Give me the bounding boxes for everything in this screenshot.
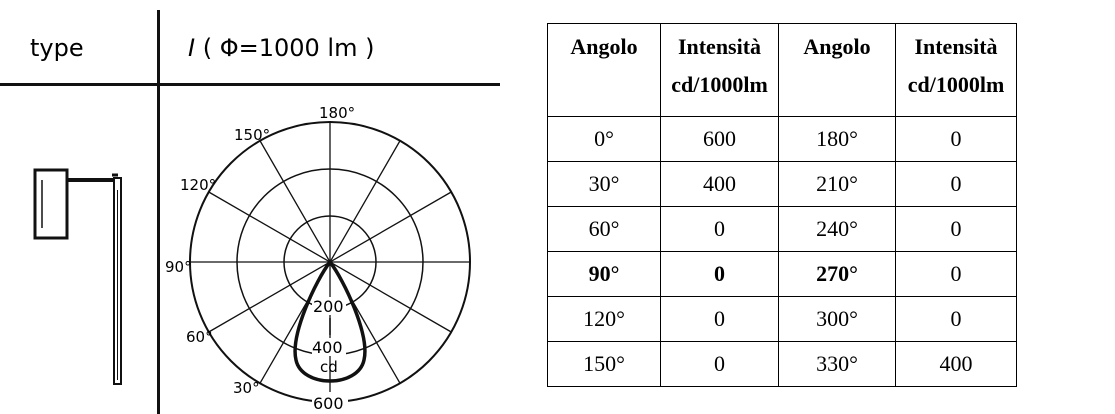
unit-label: cd — [320, 358, 338, 376]
flux-label: ( Φ=1000 lm ) — [202, 34, 375, 62]
table-cell: 30° — [547, 161, 661, 207]
table-cell: 400 — [895, 341, 1017, 387]
table-row: 30° 400 210° 0 — [547, 161, 1017, 207]
table-row: 150° 0 330° 400 — [547, 341, 1017, 387]
luminaire-figure: type I ( Φ=1000 lm ) 180° 150° 120° 90° — [0, 0, 500, 414]
intensity-symbol: I — [188, 34, 196, 62]
table-row: 60° 0 240° 0 — [547, 206, 1017, 252]
angle-label-120: 120° — [180, 176, 216, 194]
table-cell: 0 — [660, 341, 779, 387]
table-cell: 0 — [895, 251, 1017, 297]
table-cell: 0 — [895, 161, 1017, 207]
angle-label-60: 60° — [186, 328, 213, 346]
table-cell: 270° — [778, 251, 896, 297]
scale-label-200: 200 — [313, 297, 344, 316]
angle-label-90: 90° — [165, 258, 192, 276]
table-cell: 180° — [778, 116, 896, 162]
table-cell: 210° — [778, 161, 896, 207]
luminaire-icon — [33, 168, 122, 385]
table-cell: 60° — [547, 206, 661, 252]
table-cell: 0 — [660, 251, 779, 297]
table-cell: 600 — [660, 116, 779, 162]
table-row: 90° 0 270° 0 — [547, 251, 1017, 297]
table-cell: 300° — [778, 296, 896, 342]
scale-label-400: 400 — [312, 338, 343, 357]
scale-label-600: 600 — [313, 394, 344, 413]
table-cell: 0 — [660, 296, 779, 342]
table-header-row: Angolo Intensità cd/1000lm Angolo Intensi… — [547, 23, 1017, 117]
table-cell: 0 — [895, 296, 1017, 342]
intensity-curve — [293, 259, 367, 383]
table-cell: 0 — [895, 206, 1017, 252]
table-cell: 0° — [547, 116, 661, 162]
table-cell: 240° — [778, 206, 896, 252]
table-cell: 0 — [895, 116, 1017, 162]
column-header-intensity: Intensità cd/1000lm — [660, 23, 779, 117]
polar-diagram: 180° 150° 120° 90° 60° 30° 200 400 cd 60… — [33, 104, 471, 413]
column-header-angle: Angolo — [778, 23, 896, 117]
table-cell: 120° — [547, 296, 661, 342]
angle-label-180: 180° — [319, 104, 355, 122]
column-header-angle: Angolo — [547, 23, 661, 117]
intensity-header: I ( Φ=1000 lm ) — [188, 34, 374, 62]
figure-divider-horizontal — [0, 83, 500, 86]
table-cell: 400 — [660, 161, 779, 207]
angle-label-30: 30° — [233, 379, 260, 397]
type-header: type — [30, 34, 84, 62]
angle-label-150: 150° — [234, 126, 270, 144]
table-cell: 150° — [547, 341, 661, 387]
table-row: 120° 0 300° 0 — [547, 296, 1017, 342]
figure-divider-vertical — [157, 10, 160, 414]
table-cell: 0 — [660, 206, 779, 252]
table-cell: 330° — [778, 341, 896, 387]
table-row: 0° 600 180° 0 — [547, 116, 1017, 162]
table-cell: 90° — [547, 251, 661, 297]
intensity-table: Angolo Intensità cd/1000lm Angolo Intensi… — [547, 23, 1017, 387]
column-header-intensity: Intensità cd/1000lm — [895, 23, 1017, 117]
